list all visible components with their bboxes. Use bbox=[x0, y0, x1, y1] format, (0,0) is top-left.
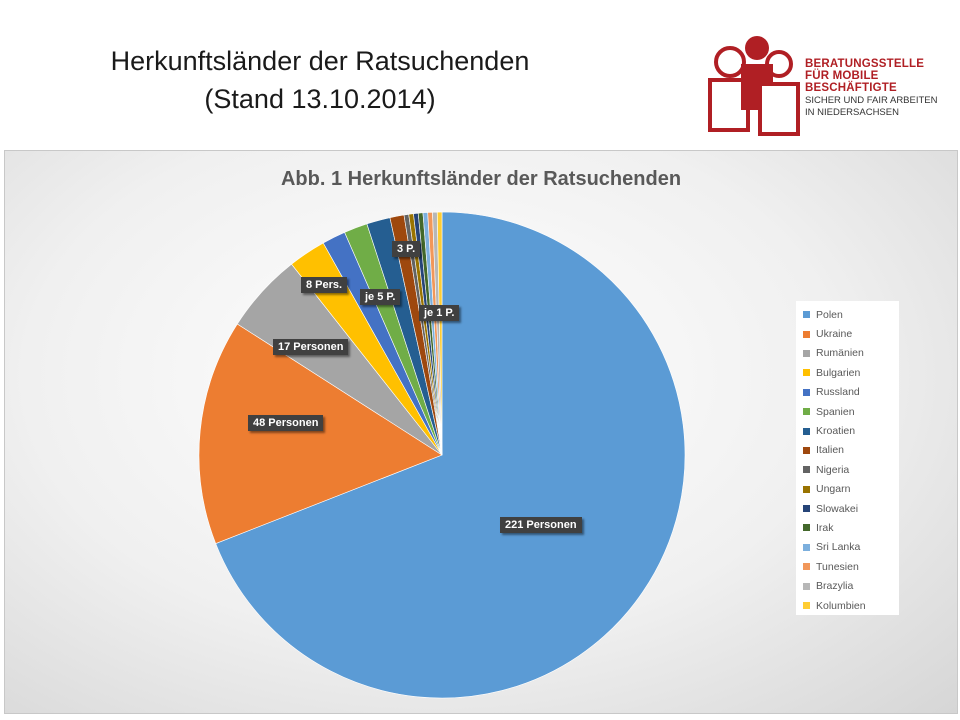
legend-item-irak: Irak bbox=[796, 518, 899, 537]
legend-label: Kroatien bbox=[816, 425, 856, 438]
pie-slice-kolumbien bbox=[436, 211, 443, 456]
legend-swatch bbox=[803, 485, 810, 493]
legend-swatch bbox=[803, 311, 810, 319]
legend-item-slowakei: Slowakei bbox=[796, 499, 899, 518]
legend-label: Ungarn bbox=[816, 483, 851, 496]
legend-item-brazylia: Brazylia bbox=[796, 576, 899, 595]
legend-swatch bbox=[803, 582, 810, 590]
legend-swatch bbox=[803, 543, 810, 551]
logo-line1: BERATUNGSSTELLE bbox=[805, 58, 925, 70]
data-label: 48 Personen bbox=[248, 415, 324, 431]
legend-item-bulgarien: Bulgarien bbox=[796, 363, 899, 382]
legend-swatch bbox=[803, 602, 810, 610]
legend-item-polen: Polen bbox=[796, 305, 899, 324]
legend-label: Ukraine bbox=[816, 328, 853, 341]
legend-label: Russland bbox=[816, 386, 860, 399]
legend-label: Slowakei bbox=[816, 502, 859, 515]
legend-label: Spanien bbox=[816, 405, 855, 418]
organization-logo: BERATUNGSSTELLE FÜR MOBILE BESCHÄFTIGTE … bbox=[705, 34, 945, 144]
legend-item-ungarn: Ungarn bbox=[796, 480, 899, 499]
legend-label: Irak bbox=[816, 521, 834, 534]
logo-line4: SICHER UND FAIR ARBEITEN bbox=[805, 95, 938, 107]
legend-label: Bulgarien bbox=[816, 366, 861, 379]
slide-title-line2: (Stand 13.10.2014) bbox=[204, 84, 436, 114]
legend-item-italien: Italien bbox=[796, 441, 899, 460]
legend-item-kroatien: Kroatien bbox=[796, 421, 899, 440]
legend-label: Tunesien bbox=[816, 560, 859, 573]
legend-swatch bbox=[803, 330, 810, 338]
data-label: 3 P. bbox=[392, 241, 421, 257]
legend-swatch bbox=[803, 563, 810, 571]
legend-label: Rumänien bbox=[816, 347, 864, 360]
pie-slice-ukraine bbox=[198, 323, 443, 544]
legend-swatch bbox=[803, 466, 810, 474]
legend-label: Brazylia bbox=[816, 580, 854, 593]
pie-chart bbox=[198, 211, 686, 699]
legend-label: Nigeria bbox=[816, 463, 850, 476]
legend-swatch bbox=[803, 446, 810, 454]
data-label: je 1 P. bbox=[419, 305, 460, 321]
slide-title: Herkunftsländer der Ratsuchenden (Stand … bbox=[60, 42, 580, 118]
legend-label: Sri Lanka bbox=[816, 541, 861, 554]
legend-item-tunesien: Tunesien bbox=[796, 557, 899, 576]
legend-item-nigeria: Nigeria bbox=[796, 460, 899, 479]
legend-swatch bbox=[803, 427, 810, 435]
legend-item-russland: Russland bbox=[796, 383, 899, 402]
legend-label: Polen bbox=[816, 308, 843, 321]
legend-item-spanien: Spanien bbox=[796, 402, 899, 421]
chart-area: Abb. 1 Herkunftsländer der Ratsuchenden … bbox=[4, 150, 958, 714]
logo-line2: FÜR MOBILE bbox=[805, 70, 879, 83]
legend-swatch bbox=[803, 349, 810, 357]
legend-item-ukraine: Ukraine bbox=[796, 324, 899, 343]
legend-swatch bbox=[803, 408, 810, 416]
data-label: 221 Personen bbox=[500, 517, 582, 533]
legend-item-sri-lanka: Sri Lanka bbox=[796, 538, 899, 557]
logo-line3: BESCHÄFTIGTE bbox=[805, 82, 897, 95]
slide-title-line1: Herkunftsländer der Ratsuchenden bbox=[110, 46, 530, 76]
logo-figures-icon bbox=[708, 36, 800, 136]
legend-item-kolumbien: Kolumbien bbox=[796, 596, 899, 615]
pie-slice-polen bbox=[215, 211, 686, 699]
legend-swatch bbox=[803, 524, 810, 532]
logo-text: BERATUNGSSTELLE FÜR MOBILE BESCHÄFTIGTE … bbox=[805, 58, 938, 118]
legend-swatch bbox=[803, 369, 810, 377]
data-label: 17 Personen bbox=[273, 339, 349, 355]
legend-swatch bbox=[803, 388, 810, 396]
logo-line5: IN NIEDERSACHSEN bbox=[805, 107, 899, 119]
chart-legend: Polen Ukraine Rumänien Bulgarien Russland Spa… bbox=[796, 301, 899, 615]
data-label: je 5 P. bbox=[360, 289, 401, 305]
chart-title: Abb. 1 Herkunftsländer der Ratsuchenden bbox=[280, 168, 682, 190]
data-label: 8 Pers. bbox=[301, 277, 348, 293]
legend-item-rumanien: Rumänien bbox=[796, 344, 899, 363]
legend-swatch bbox=[803, 505, 810, 513]
legend-label: Italien bbox=[816, 444, 845, 457]
legend-label: Kolumbien bbox=[816, 599, 866, 612]
